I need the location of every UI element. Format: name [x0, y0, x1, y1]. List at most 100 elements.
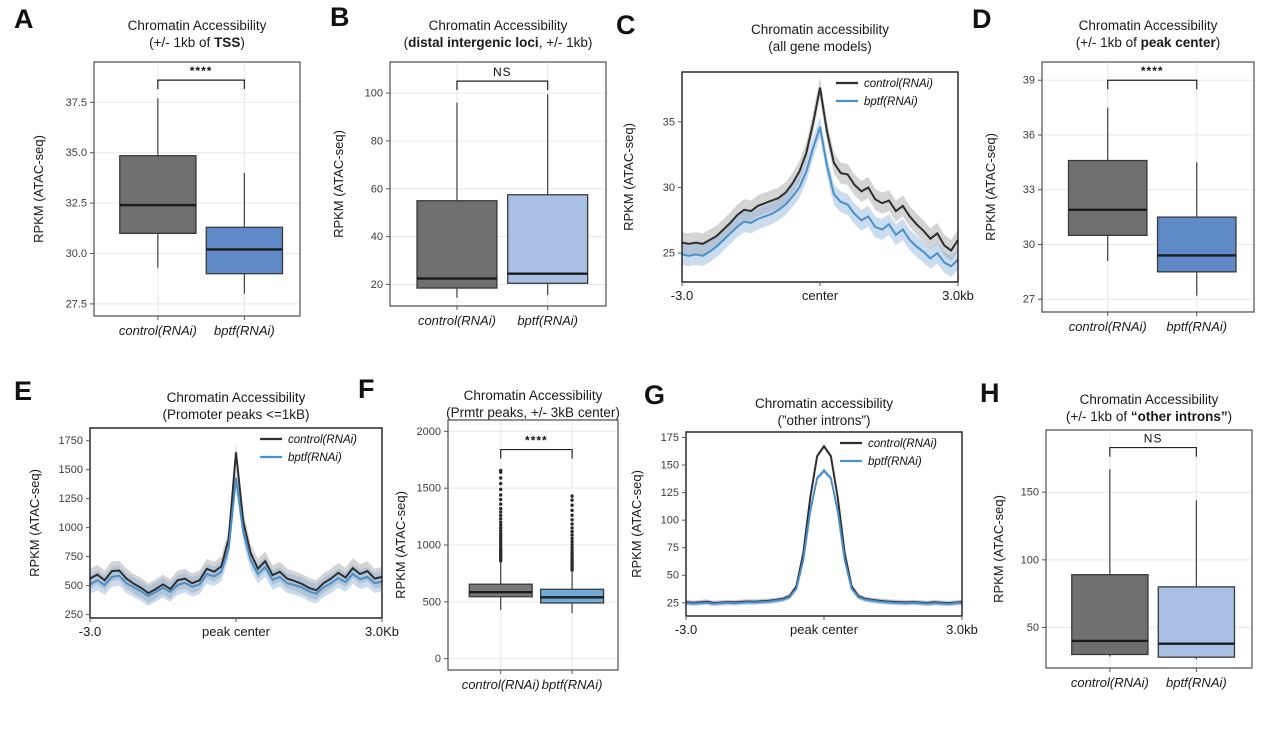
- chart-title: Chromatin Accessibility: [429, 18, 568, 33]
- outlier-point: [499, 517, 503, 521]
- series-bptf(RNAi): [681, 126, 959, 268]
- y-tick-label: 1250: [59, 493, 83, 505]
- y-tick-label: 25: [667, 597, 679, 609]
- series-bptf(RNAi): [89, 477, 383, 598]
- chart-boxplot-promoter-peaks: Chromatin Accessibility (Prmtr peaks, +/-…: [393, 388, 620, 692]
- confidence-band: [682, 77, 958, 261]
- panel-letter-E: E: [14, 376, 33, 406]
- significance-bracket: [500, 448, 573, 459]
- category-label: bptf(RNAi): [214, 323, 275, 338]
- y-tick-label: 30: [663, 182, 675, 194]
- panel-letter-F: F: [358, 374, 375, 404]
- outlier-point: [570, 522, 574, 526]
- x-tick-label: 3.0kb: [942, 288, 974, 303]
- box-control(RNAi): [416, 102, 498, 298]
- outlier-point: [499, 531, 503, 536]
- outlier-point: [570, 508, 574, 513]
- x-tick-label: peak center: [202, 624, 271, 639]
- chart-boxplot-distal-intergenic: Chromatin Accessibility (distal intergeni…: [331, 18, 607, 328]
- outlier-point: [570, 550, 574, 555]
- y-tick-label: 125: [661, 487, 679, 499]
- chart-profile-promoter-peaks: Chromatin Accessibility (Promoter peaks <…: [27, 390, 399, 639]
- chart-title: Chromatin Accessibility: [1079, 18, 1218, 33]
- y-tick-label: 27: [1023, 294, 1035, 306]
- y-axis-label: RPKM (ATAC-seq): [27, 469, 42, 577]
- panel-letter-C: C: [616, 10, 636, 40]
- y-tick-label: 25: [663, 248, 675, 260]
- panel-letter-H: H: [980, 378, 1000, 408]
- series-control(RNAi): [681, 87, 959, 252]
- chart-subtitle: (all gene models): [768, 39, 872, 54]
- box-control(RNAi): [468, 468, 533, 610]
- box-bptf(RNAi): [205, 172, 284, 294]
- outlier-point: [570, 494, 574, 498]
- y-tick-label: 100: [365, 88, 383, 100]
- outlier-point: [499, 529, 503, 533]
- y-tick-label: 100: [661, 515, 679, 527]
- category-label: control(RNAi): [418, 313, 496, 328]
- series-bptf(RNAi): [685, 469, 963, 606]
- y-tick-label: 30.0: [66, 248, 87, 260]
- legend-label: control(RNAi): [288, 434, 357, 446]
- plot-frame: [389, 61, 607, 307]
- x-tick-label: -3.0: [675, 622, 697, 637]
- chart-subtitle: (Prmtr peaks, +/- 3kB center): [446, 405, 620, 420]
- legend-label: bptf(RNAi): [868, 456, 922, 468]
- outlier-point: [499, 506, 503, 511]
- outlier-point: [499, 510, 503, 514]
- y-tick-label: 50: [667, 570, 679, 582]
- outlier-point: [570, 533, 574, 537]
- category-label: bptf(RNAi): [1166, 675, 1227, 690]
- legend-label: bptf(RNAi): [864, 96, 918, 108]
- chart-subtitle: (”other introns”): [777, 413, 870, 428]
- x-tick-label: peak center: [790, 622, 859, 637]
- y-tick-label: 80: [371, 135, 383, 147]
- y-axis-label: RPKM (ATAC-seq): [31, 135, 46, 243]
- legend-label: control(RNAi): [864, 78, 933, 90]
- chart-title: Chromatin accessibility: [751, 22, 889, 37]
- y-tick-label: 35: [663, 116, 675, 128]
- significance-bracket: [1109, 446, 1197, 457]
- y-tick-label: 150: [661, 460, 679, 472]
- y-tick-label: 32.5: [66, 198, 87, 210]
- confidence-band: [682, 116, 958, 277]
- y-tick-label: 33: [1023, 184, 1035, 196]
- y-tick-label: 35.0: [66, 147, 87, 159]
- y-tick-label: 1000: [417, 540, 441, 552]
- y-tick-label: 50: [1027, 622, 1039, 634]
- chart-title: Chromatin Accessibility: [1080, 392, 1219, 407]
- x-tick-label: 3.0Kb: [365, 624, 399, 639]
- outlier-point: [499, 520, 503, 524]
- y-tick-label: 75: [667, 542, 679, 554]
- chart-subtitle: (+/- 1kb of “other introns”): [1066, 409, 1232, 424]
- y-tick-label: 1500: [417, 483, 441, 495]
- category-label: control(RNAi): [119, 323, 197, 338]
- outlier-point: [499, 513, 503, 518]
- y-tick-label: 27.5: [66, 298, 87, 310]
- y-tick-label: 100: [1021, 554, 1039, 566]
- panel-letter-D: D: [972, 4, 992, 34]
- chart-subtitle: (+/- 1kb of TSS): [149, 35, 245, 50]
- y-tick-label: 1500: [59, 464, 83, 476]
- y-tick-label: 1000: [59, 522, 83, 534]
- outlier-point: [499, 502, 503, 506]
- panel-letter-G: G: [644, 380, 666, 410]
- significance-label: ****: [190, 64, 213, 78]
- category-label: bptf(RNAi): [517, 313, 578, 328]
- y-axis-label: RPKM (ATAC-seq): [991, 495, 1006, 603]
- y-axis-label: RPKM (ATAC-seq): [621, 123, 636, 231]
- significance-bracket: [456, 80, 549, 91]
- category-label: bptf(RNAi): [1166, 319, 1227, 334]
- box-control(RNAi): [1067, 107, 1148, 261]
- confidence-band: [90, 468, 382, 606]
- chart-boxplot-tss: Chromatin Accessibility (+/- 1kb of TSS) R…: [31, 18, 301, 338]
- outlier-point: [570, 536, 574, 541]
- significance-label: ****: [1141, 64, 1164, 78]
- outlier-point: [499, 493, 503, 497]
- y-tick-label: 60: [371, 183, 383, 195]
- category-label: control(RNAi): [1069, 319, 1147, 334]
- y-tick-label: 750: [65, 551, 83, 563]
- panel-letter-A: A: [14, 4, 34, 34]
- chart-subtitle: (+/- 1kb of peak center): [1076, 35, 1220, 50]
- y-tick-label: 20: [371, 279, 383, 291]
